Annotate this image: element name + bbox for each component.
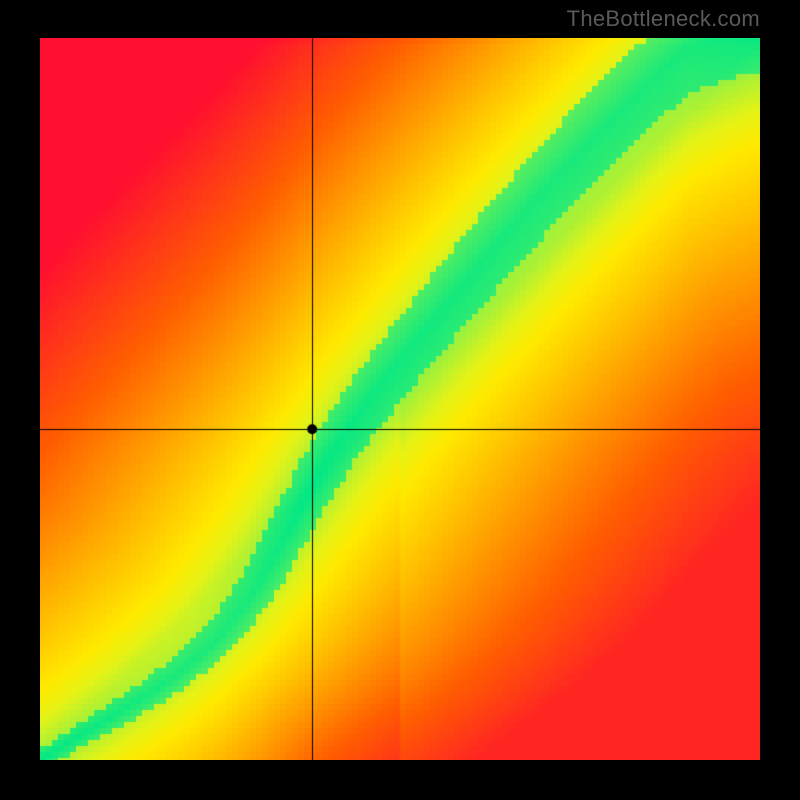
frame-left xyxy=(0,0,40,800)
watermark-text: TheBottleneck.com xyxy=(567,6,760,32)
bottleneck-heatmap xyxy=(40,38,760,760)
frame-right xyxy=(760,0,800,800)
frame-bottom xyxy=(0,760,800,800)
